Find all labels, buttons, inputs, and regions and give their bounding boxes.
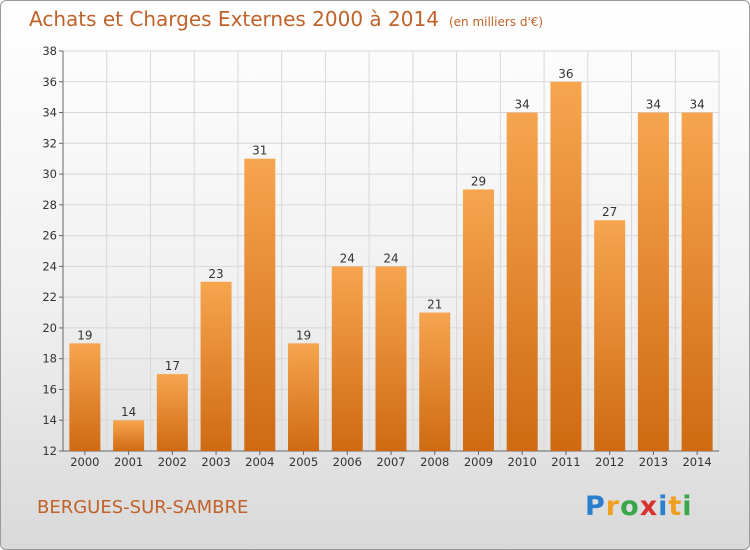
value-label-2003: 23 (208, 267, 223, 281)
logo-letter: o (620, 491, 640, 522)
x-tick-label-2012: 2012 (595, 455, 624, 469)
bar-2003 (200, 281, 232, 451)
y-tick-label: 24 (42, 259, 57, 273)
x-tick-label-2007: 2007 (376, 455, 405, 469)
x-tick-label-2005: 2005 (289, 455, 318, 469)
y-tick-label: 30 (42, 167, 57, 181)
value-label-2013: 34 (646, 98, 661, 112)
bar-2005 (288, 343, 320, 451)
bar-2014 (681, 112, 713, 452)
logo-letter: r (605, 491, 621, 522)
value-label-2012: 27 (602, 205, 617, 219)
bar-2010 (506, 112, 538, 452)
bar-2011 (550, 81, 582, 452)
bar-2000 (69, 343, 101, 451)
y-tick-label: 32 (42, 136, 57, 150)
value-label-2000: 19 (77, 328, 92, 342)
value-label-2009: 29 (471, 174, 486, 188)
bar-2008 (419, 312, 451, 451)
commune-name: BERGUES-SUR-SAMBRE (37, 497, 249, 518)
y-tick-label: 14 (42, 413, 57, 427)
y-tick-label: 38 (42, 44, 57, 58)
bar-2007 (375, 266, 407, 451)
value-label-2006: 24 (340, 251, 355, 265)
value-label-2002: 17 (165, 359, 180, 373)
chart-unit: (en milliers d'€) (448, 15, 544, 29)
bar-2009 (462, 189, 494, 451)
labels: 2000 19 2001 14 2002 17 2003 23 2004 31 2005 19 2006… (70, 67, 712, 469)
x-tick-label-2014: 2014 (682, 455, 711, 469)
y-tick-label: 16 (42, 382, 57, 396)
x-tick-label-2001: 2001 (114, 455, 143, 469)
y-tick-label: 36 (42, 75, 57, 89)
y-tick-label: 22 (42, 290, 57, 304)
y-tick-label: 28 (42, 198, 57, 212)
value-label-2004: 31 (252, 144, 267, 158)
logo-letter: x (639, 491, 659, 522)
x-tick-label-2008: 2008 (420, 455, 449, 469)
x-tick-label-2011: 2011 (551, 455, 580, 469)
x-tick-label-2000: 2000 (70, 455, 99, 469)
value-label-2010: 34 (515, 98, 530, 112)
logo-letter: i (682, 491, 693, 522)
x-tick-label-2006: 2006 (333, 455, 362, 469)
bars (69, 81, 713, 452)
x-tick-label-2013: 2013 (639, 455, 668, 469)
value-label-2014: 34 (689, 98, 704, 112)
logo-letter: i (658, 491, 669, 522)
x-tick-label-2002: 2002 (158, 455, 187, 469)
value-label-2001: 14 (121, 405, 136, 419)
y-tick-label: 18 (42, 352, 57, 366)
logo-letter: t (668, 491, 683, 522)
y-tick-label: 12 (42, 444, 57, 458)
y-tick-label: 20 (42, 321, 57, 335)
chart-title-text: Achats et Charges Externes 2000 à 2014 (29, 7, 439, 31)
value-label-2011: 36 (558, 67, 573, 81)
y-tick-label: 34 (42, 106, 57, 120)
bar-2013 (637, 112, 669, 452)
x-tick-label-2003: 2003 (201, 455, 230, 469)
value-label-2008: 21 (427, 298, 442, 312)
logo-letter: P (585, 491, 606, 522)
bar-2012 (594, 220, 626, 451)
x-tick-label-2010: 2010 (508, 455, 537, 469)
chart-title: Achats et Charges Externes 2000 à 2014 (e… (29, 7, 543, 31)
bar-2006 (331, 266, 363, 451)
proxiti-logo: Proxiti (585, 491, 693, 522)
value-label-2007: 24 (383, 251, 398, 265)
value-label-2005: 19 (296, 328, 311, 342)
y-tick-label: 26 (42, 229, 57, 243)
bar-2001 (113, 420, 145, 451)
x-tick-label-2004: 2004 (245, 455, 274, 469)
bar-2002 (156, 374, 188, 451)
bar-2004 (244, 158, 276, 451)
x-tick-label-2009: 2009 (464, 455, 493, 469)
